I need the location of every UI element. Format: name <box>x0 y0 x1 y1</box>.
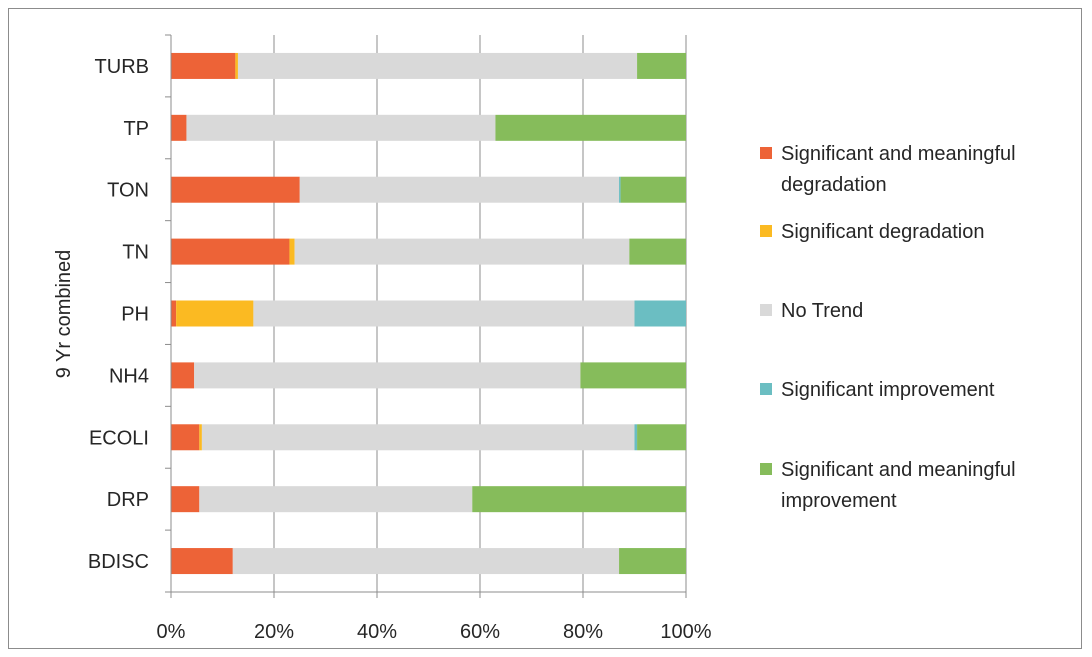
bar-segment-tp-s0 <box>171 114 187 141</box>
bar-segment-ecoli-s0 <box>171 424 200 451</box>
y-tick-label: PH <box>121 304 149 326</box>
bar-segment-ton-s3 <box>619 176 621 203</box>
y-tick-label: TN <box>122 242 149 264</box>
x-tick-label: 60% <box>460 621 500 643</box>
bar-segment-tn-s4 <box>629 238 686 265</box>
bar-segment-ecoli-s2 <box>201 424 635 451</box>
legend-swatch <box>760 383 772 395</box>
bar-segment-bdisc-s4 <box>619 548 686 575</box>
bar-segment-drp-s4 <box>472 486 686 513</box>
bar-segment-ton-s2 <box>299 176 620 203</box>
legend-label: Significant and meaningful degradation <box>781 143 1016 196</box>
y-tick-label: DRP <box>107 489 149 511</box>
legend-label: Significant degradation <box>781 221 984 243</box>
bar-segment-ecoli-s1 <box>199 424 202 451</box>
legend-label: Significant and meaningful improvement <box>781 459 1016 512</box>
y-tick-label: TURB <box>95 56 149 78</box>
bar-segment-tp-s4 <box>495 114 686 141</box>
bar-segment-turb-s0 <box>171 52 236 79</box>
bar-segment-drp-s0 <box>171 486 200 513</box>
y-tick-label: ECOLI <box>89 427 149 449</box>
bar-segment-tn-s1 <box>289 238 295 265</box>
bar-segment-drp-s2 <box>199 486 473 513</box>
bar-segment-tn-s0 <box>171 238 290 265</box>
y-tick-label: TON <box>107 180 149 202</box>
bar-segment-ecoli-s4 <box>637 424 686 451</box>
bar-segment-turb-s2 <box>237 52 638 79</box>
x-tick-label: 20% <box>254 621 294 643</box>
bar-segment-ton-s0 <box>171 176 300 203</box>
axes <box>166 35 686 597</box>
legend: Significant and meaningful degradation Sig… <box>760 143 1016 512</box>
legend-label: No Trend <box>781 300 863 322</box>
x-tick-label: 100% <box>660 621 711 643</box>
legend-swatch <box>760 463 772 475</box>
bar-segment-turb-s1 <box>235 52 238 79</box>
bar-segment-ecoli-s3 <box>634 424 638 451</box>
bar-segment-turb-s4 <box>637 52 686 79</box>
axis-labels: TURB TP TON TN PH NH4 ECOLI DRP BDISC 0% 20% 40% 60%… <box>88 56 712 643</box>
bars <box>171 52 686 575</box>
x-tick-label: 0% <box>157 621 186 643</box>
bar-segment-nh4-s4 <box>580 362 686 389</box>
bar-segment-tp-s2 <box>186 114 496 141</box>
y-tick-label: NH4 <box>109 365 149 387</box>
bar-segment-bdisc-s2 <box>232 548 620 575</box>
y-axis-title: 9 Yr combined <box>53 250 75 379</box>
bar-segment-bdisc-s0 <box>171 548 233 575</box>
legend-swatch <box>760 147 772 159</box>
bar-segment-nh4-s2 <box>194 362 581 389</box>
bar-segment-nh4-s0 <box>171 362 195 389</box>
legend-swatch <box>760 225 772 237</box>
bar-segment-ph-s2 <box>253 300 635 327</box>
y-tick-label: TP <box>123 118 149 140</box>
bar-segment-ph-s3 <box>634 300 686 327</box>
bar-segment-ph-s0 <box>171 300 177 327</box>
legend-label: Significant improvement <box>781 379 995 401</box>
x-tick-label: 40% <box>357 621 397 643</box>
bar-segment-ton-s4 <box>620 176 686 203</box>
bar-segment-tn-s2 <box>294 238 630 265</box>
x-tick-label: 80% <box>563 621 603 643</box>
bar-segment-ph-s1 <box>176 300 254 327</box>
legend-swatch <box>760 304 772 316</box>
y-tick-label: BDISC <box>88 551 149 573</box>
